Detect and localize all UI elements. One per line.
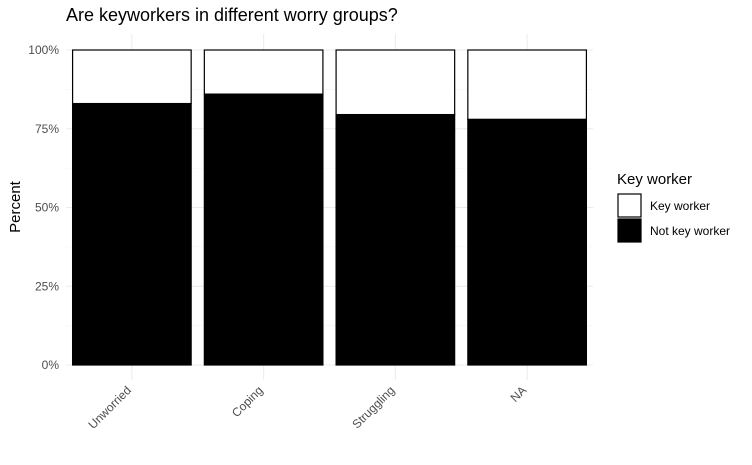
x-tick-label: Coping — [229, 383, 266, 420]
bar-segment — [467, 118, 588, 366]
legend: Key worker Key worker Not key worker — [617, 171, 730, 243]
legend-title: Key worker — [617, 171, 692, 188]
x-tick-label: NA — [508, 383, 530, 405]
legend-swatch — [617, 193, 642, 218]
x-axis-ticks: Unworried Coping Struggling NA — [85, 383, 529, 432]
legend-label: Key worker — [650, 199, 710, 213]
y-tick-label: 100% — [28, 43, 59, 57]
bar-segment — [71, 102, 192, 366]
bar-segment — [335, 49, 456, 116]
y-tick-label: 75% — [35, 122, 59, 136]
legend-swatch — [617, 218, 642, 243]
y-axis-ticks: 0% 25% 50% 75% 100% — [28, 43, 59, 372]
bar-segment — [203, 93, 324, 366]
y-tick-label: 0% — [42, 358, 60, 372]
bar-segment — [203, 49, 324, 95]
x-tick-label: Unworried — [85, 383, 134, 432]
bar-segment — [71, 49, 192, 105]
bar-segment — [335, 113, 456, 366]
bar-segment — [467, 49, 588, 120]
y-tick-label: 25% — [35, 279, 59, 293]
chart-title: Are keyworkers in different worry groups… — [66, 5, 398, 25]
legend-label: Not key worker — [650, 224, 730, 238]
x-tick-label: Struggling — [349, 383, 397, 431]
bars — [71, 49, 588, 366]
y-axis-label: Percent — [7, 180, 24, 233]
y-tick-label: 50% — [35, 201, 59, 215]
